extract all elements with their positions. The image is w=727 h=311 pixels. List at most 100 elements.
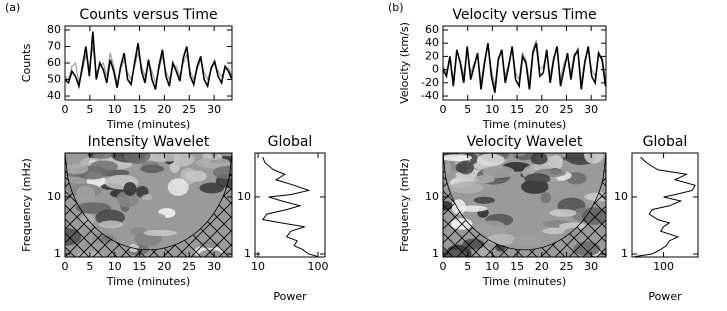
power-line [634, 156, 696, 257]
y-tick-label: -40 [421, 89, 439, 102]
y-tick-label: 10 [614, 190, 628, 203]
wavelet-blob [167, 178, 189, 196]
plot-frame [442, 25, 607, 101]
wavelet-blob [530, 153, 548, 165]
wavelet-blob [212, 165, 232, 180]
y-tick-label: 1 [244, 247, 251, 260]
wavelet-blob [474, 175, 495, 184]
wavelet-blob [482, 165, 515, 179]
y-tick-label: 10 [47, 190, 61, 203]
wavelet-blob [562, 155, 590, 162]
panel-title: Global [643, 134, 688, 150]
panel: Global 100 1 10 Power [614, 134, 699, 303]
plot-frame [442, 152, 607, 258]
panel: Counts versus Time 0 5 10 15 20 25 30 40 50 60 70 80… [20, 7, 233, 131]
x-tick-label: 15 [133, 103, 147, 116]
x-axis-label: Time (minutes) [106, 118, 191, 131]
x-tick-label: 10 [251, 260, 265, 273]
y-tick-label: 60 [47, 56, 61, 69]
wavelet-blob [473, 196, 495, 204]
panel: Velocity Wavelet 0 5 10 15 20 25 30 1 10 Time (min… [398, 134, 607, 288]
wavelet-blob [92, 153, 112, 160]
x-tick-label: 25 [559, 103, 573, 116]
x-tick-label: 10 [108, 103, 122, 116]
x-axis-label: Power [273, 290, 307, 303]
panel-label: (b) [388, 1, 404, 14]
panel-title: Velocity Wavelet [467, 134, 583, 150]
wavelet-blob [476, 153, 505, 167]
y-tick-label: 80 [47, 23, 61, 36]
wavelet-blob [116, 190, 140, 208]
x-tick-label: 15 [133, 260, 147, 273]
y-tick-label: -20 [421, 76, 439, 89]
x-tick-label: 30 [584, 260, 598, 273]
wavelet-blob [145, 153, 181, 162]
plot-frame [254, 152, 326, 258]
y-tick-label: 20 [425, 49, 439, 62]
wavelet-blob [141, 194, 153, 201]
wavelet-blob [195, 157, 231, 169]
cone-of-influence [443, 153, 606, 257]
wavelet-blob [123, 153, 151, 164]
series-line [443, 42, 606, 93]
wavelet-blob [98, 220, 124, 229]
x-tick-label: 100 [307, 260, 328, 273]
y-axis-label: Frequency (mHz) [398, 158, 411, 252]
x-tick-label: 10 [108, 260, 122, 273]
x-tick-label: 30 [584, 103, 598, 116]
x-tick-label: 0 [62, 260, 69, 273]
x-tick-label: 5 [86, 103, 93, 116]
wavelet-blob [140, 164, 165, 174]
wavelet-blob [443, 154, 473, 162]
wavelet-blob [140, 212, 166, 223]
y-axis-label: Frequency (mHz) [20, 158, 33, 252]
x-tick-label: 5 [464, 103, 471, 116]
x-tick-label: 25 [559, 260, 573, 273]
x-tick-label: 10 [485, 260, 499, 273]
y-tick-label: 1 [432, 247, 439, 260]
y-axis-label: Velocity (km/s) [398, 22, 411, 104]
cone-of-influence [65, 153, 232, 257]
wavelet-blob [123, 181, 137, 196]
wavelet-image [65, 153, 232, 257]
panel-title: Intensity Wavelet [88, 134, 210, 150]
x-tick-label: 25 [182, 103, 196, 116]
y-tick-label: 0 [432, 63, 439, 76]
wavelet-blob [184, 170, 207, 182]
y-tick-label: 10 [425, 190, 439, 203]
x-tick-label: 20 [157, 103, 171, 116]
x-tick-label: 30 [207, 103, 221, 116]
panel-title: Counts versus Time [79, 7, 217, 23]
panel-title: Global [268, 134, 313, 150]
x-tick-label: 10 [485, 103, 499, 116]
y-tick-label: 70 [47, 39, 61, 52]
x-tick-label: 30 [207, 260, 221, 273]
x-tick-label: 5 [464, 260, 471, 273]
wavelet-blob [76, 185, 96, 202]
wavelet-blob [458, 205, 488, 212]
y-tick-label: 60 [425, 23, 439, 36]
x-tick-label: 20 [535, 103, 549, 116]
wavelet-blob [65, 163, 89, 175]
y-tick-label: 50 [47, 73, 61, 86]
power-line [261, 156, 319, 257]
x-tick-label: 0 [62, 103, 69, 116]
wavelet-blob [143, 229, 178, 237]
y-tick-label: 1 [621, 247, 628, 260]
x-axis-label: Time (minutes) [106, 275, 191, 288]
x-tick-label: 15 [510, 260, 524, 273]
wavelet-blob [549, 209, 577, 217]
y-axis-label: Counts [20, 44, 33, 83]
x-tick-label: 100 [653, 260, 674, 273]
x-tick-label: 5 [86, 260, 93, 273]
wavelet-blob [450, 181, 484, 194]
wavelet-blob [542, 227, 568, 235]
x-axis-label: Time (minutes) [482, 118, 567, 131]
wavelet-blob [524, 173, 551, 185]
series-line [65, 31, 232, 90]
x-tick-label: 25 [182, 260, 196, 273]
wavelet-blob [475, 220, 507, 236]
y-tick-label: 1 [54, 247, 61, 260]
